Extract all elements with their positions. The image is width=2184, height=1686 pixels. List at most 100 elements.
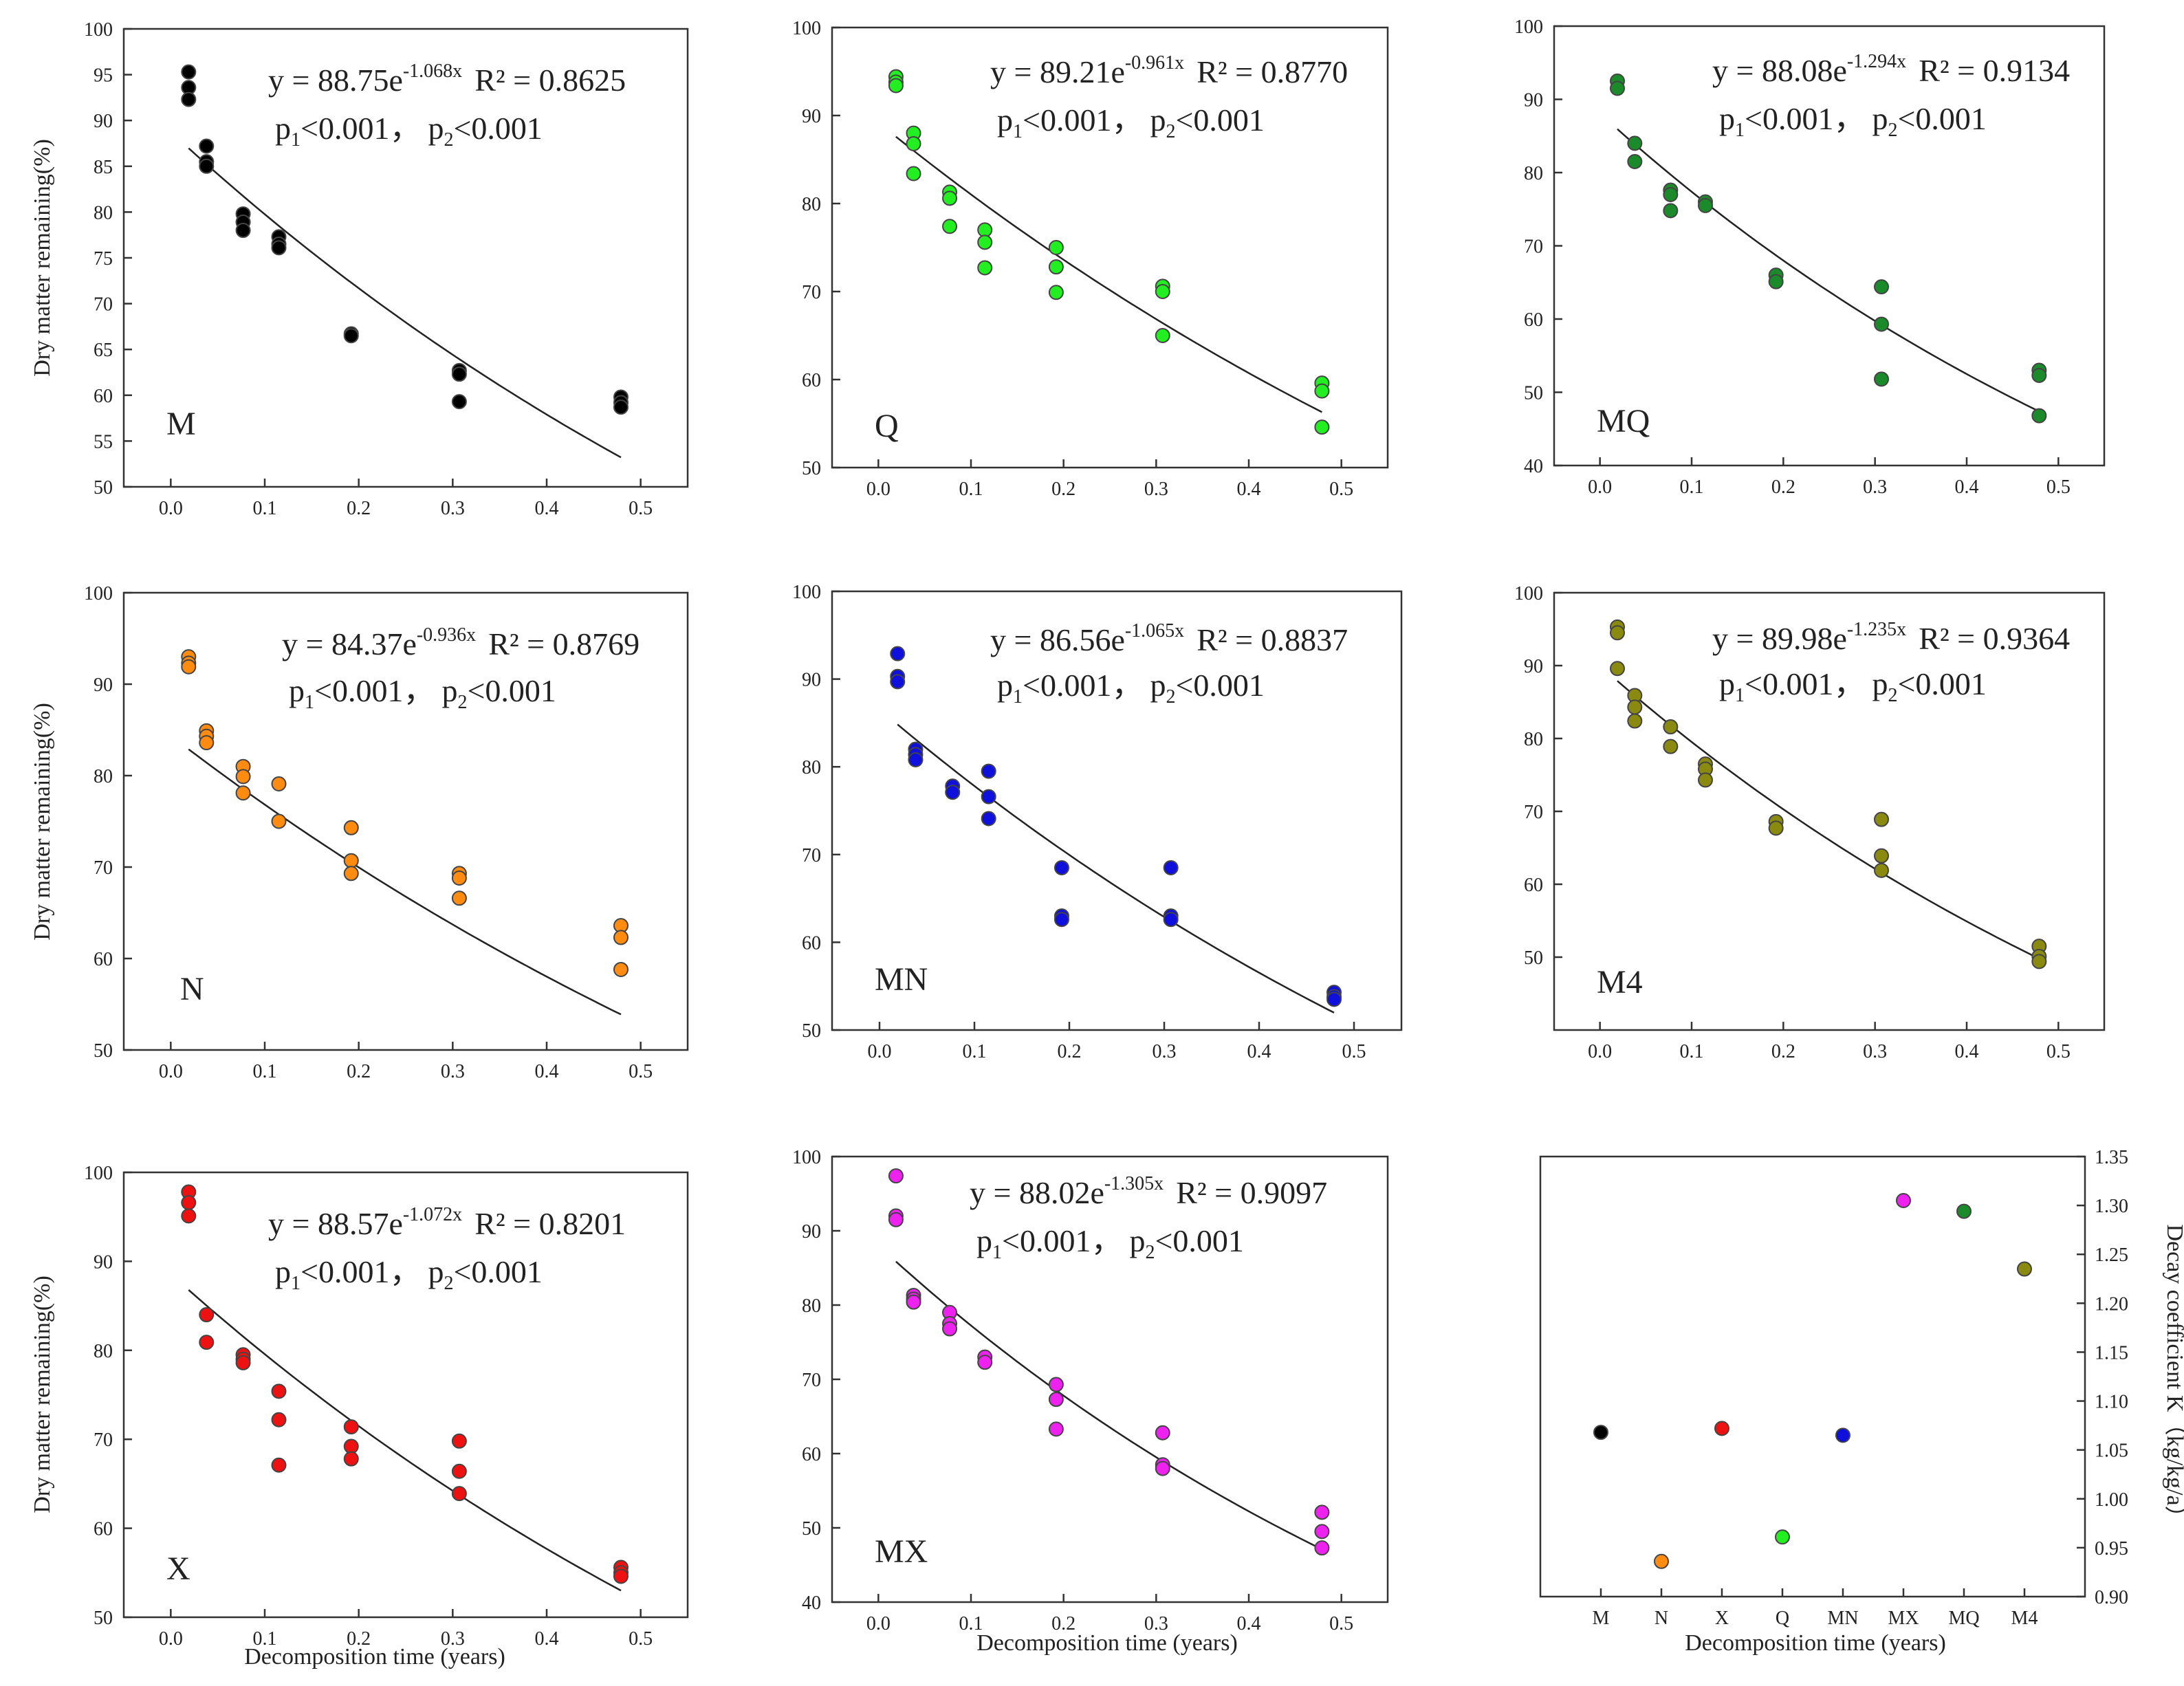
data-point [981,811,996,826]
x-tick-label: 0.4 [1237,479,1261,500]
p-values: p1<0.001， p2<0.001 [1719,101,1987,141]
panel-letter: MN [875,961,928,998]
r-squared: R² = 0.9134 [1919,53,2070,88]
category-label: MQ [1948,1608,1979,1629]
y-tick-label: 60 [802,1444,821,1465]
x-tick-label: 0.4 [535,1061,559,1082]
y-tick-label: 80 [94,202,113,223]
data-point [271,240,287,256]
r-squared: R² = 0.8837 [1197,622,1348,657]
y-tick-label: 55 [94,431,113,452]
y-tick-label: 100 [792,18,821,39]
k-axis-label: Decay coefficient K（kg/kg/a） [2162,1224,2184,1529]
r-squared: R² = 0.8770 [1197,54,1348,89]
data-point [906,135,921,151]
x-tick-label: 0.5 [1329,479,1353,500]
equation-prefix: y = 89.98e [1712,621,1847,656]
panel-mn: 0.0 0.1 0.2 0.3 0.4 0.5 50 60 70 80 90 100 y = 86.56… [792,582,1403,1062]
x-tick-label: 0.0 [159,1628,183,1650]
y-tick-label: 80 [1524,729,1543,750]
p-values: p1<0.001， p2<0.001 [997,102,1265,142]
r-squared: R² = 0.9364 [1919,621,2070,656]
x-tick-label: 0.4 [1955,1041,1979,1062]
y-tick-label: 100 [792,582,821,603]
panel-decay-coefficient: M N X Q MN MX MQ M40.900.951.001.051.101.151.20… [1539,1147,2184,1629]
data-point [981,763,996,779]
panel-m4: 0.0 0.1 0.2 0.3 0.4 0.5 50 60 70 80 90 100 y = 89.98… [1514,583,2106,1062]
plot-frame [831,590,1403,1031]
data-point [1155,1425,1170,1441]
equation-exponent: -1.072x [403,1204,462,1225]
fit-curve [895,1260,1322,1551]
x-tick-label: 0.1 [253,1061,277,1082]
data-point [271,1457,287,1473]
decay-point [1956,1203,1972,1219]
x-tick-label: 0.0 [868,1041,892,1062]
fit-curve [1617,680,2040,960]
p-values: p1<0.001， p2<0.001 [976,1223,1244,1263]
fit-equation: y = 88.02e-1.305x R² = 0.9097 [970,1173,1327,1210]
y-tick-label: 0.95 [2095,1538,2128,1559]
r-squared: R² = 0.8625 [474,63,626,98]
data-point [1053,860,1069,875]
decay-point [1775,1529,1790,1545]
y-tick-label: 70 [1524,237,1543,258]
panel-x: 0.0 0.1 0.2 0.3 0.4 0.5 50 60 70 80 90 100 y = 88.57… [84,1163,689,1650]
data-point [1048,1377,1064,1392]
data-point [613,961,629,977]
x-tick-label: 0.3 [441,1061,465,1082]
panel-letter: M4 [1597,964,1643,1000]
data-point [451,1463,467,1479]
data-point [451,366,467,382]
plot-frame [122,1171,689,1619]
data-point [1627,713,1643,729]
y-tick-label: 80 [1524,163,1543,184]
data-point [613,399,629,415]
y-tick-label: 80 [802,757,821,778]
data-point [199,158,215,174]
decay-point [1896,1193,1911,1208]
data-point [1314,383,1330,399]
y-tick-label: 50 [802,1020,821,1042]
fit-equation: y = 88.57e-1.072x R² = 0.8201 [268,1204,626,1241]
data-point [1314,1504,1330,1520]
y-tick-label: 1.30 [2095,1196,2128,1217]
data-point [235,1355,251,1370]
plot-frame [122,591,689,1051]
y-tick-label: 80 [94,766,113,787]
category-label: M [1593,1608,1610,1629]
plot-frame [831,26,1389,469]
y-tick-label: 90 [94,1251,113,1273]
fit-equation: y = 88.75e-1.068x R² = 0.8625 [268,61,626,98]
data-point [2031,954,2047,970]
fit-equation: y = 86.56e-1.065x R² = 0.8837 [990,620,1348,657]
data-point [343,853,359,868]
x-tick-label: 0.0 [159,1061,183,1082]
y-tick-label: 0.90 [2095,1587,2128,1608]
data-point [1874,811,1889,827]
data-point [1155,1460,1170,1476]
data-point [1874,862,1889,878]
y-tick-label: 85 [94,157,113,178]
y-tick-label: 100 [792,1147,821,1168]
y-tick-label: 60 [94,1519,113,1540]
panel-q: 0.0 0.1 0.2 0.3 0.4 0.5 50 60 70 80 90 100 y = 89.21… [792,18,1389,500]
x-tick-label: 0.5 [1329,1613,1353,1634]
x-tick-label: 0.1 [253,1628,277,1650]
data-point [1627,699,1643,715]
data-point [1768,274,1784,289]
category-label: N [1655,1608,1668,1629]
data-point [1663,203,1679,219]
category-label: X [1715,1608,1729,1629]
panel-n: 0.0 0.1 0.2 0.3 0.4 0.5 50 60 70 80 90 100 y = 84.37… [84,583,689,1082]
panel-letter: Q [875,408,899,444]
x-tick-label: 0.5 [629,1061,653,1082]
data-point [942,219,958,234]
data-point [1663,186,1679,202]
panel-letter: MX [875,1533,928,1570]
fit-curve [895,135,1322,413]
x-tick-label: 0.2 [1058,1041,1082,1062]
y-tick-label: 100 [1514,17,1543,38]
x-tick-label: 0.3 [441,498,465,519]
equation-exponent: -0.961x [1125,52,1184,74]
